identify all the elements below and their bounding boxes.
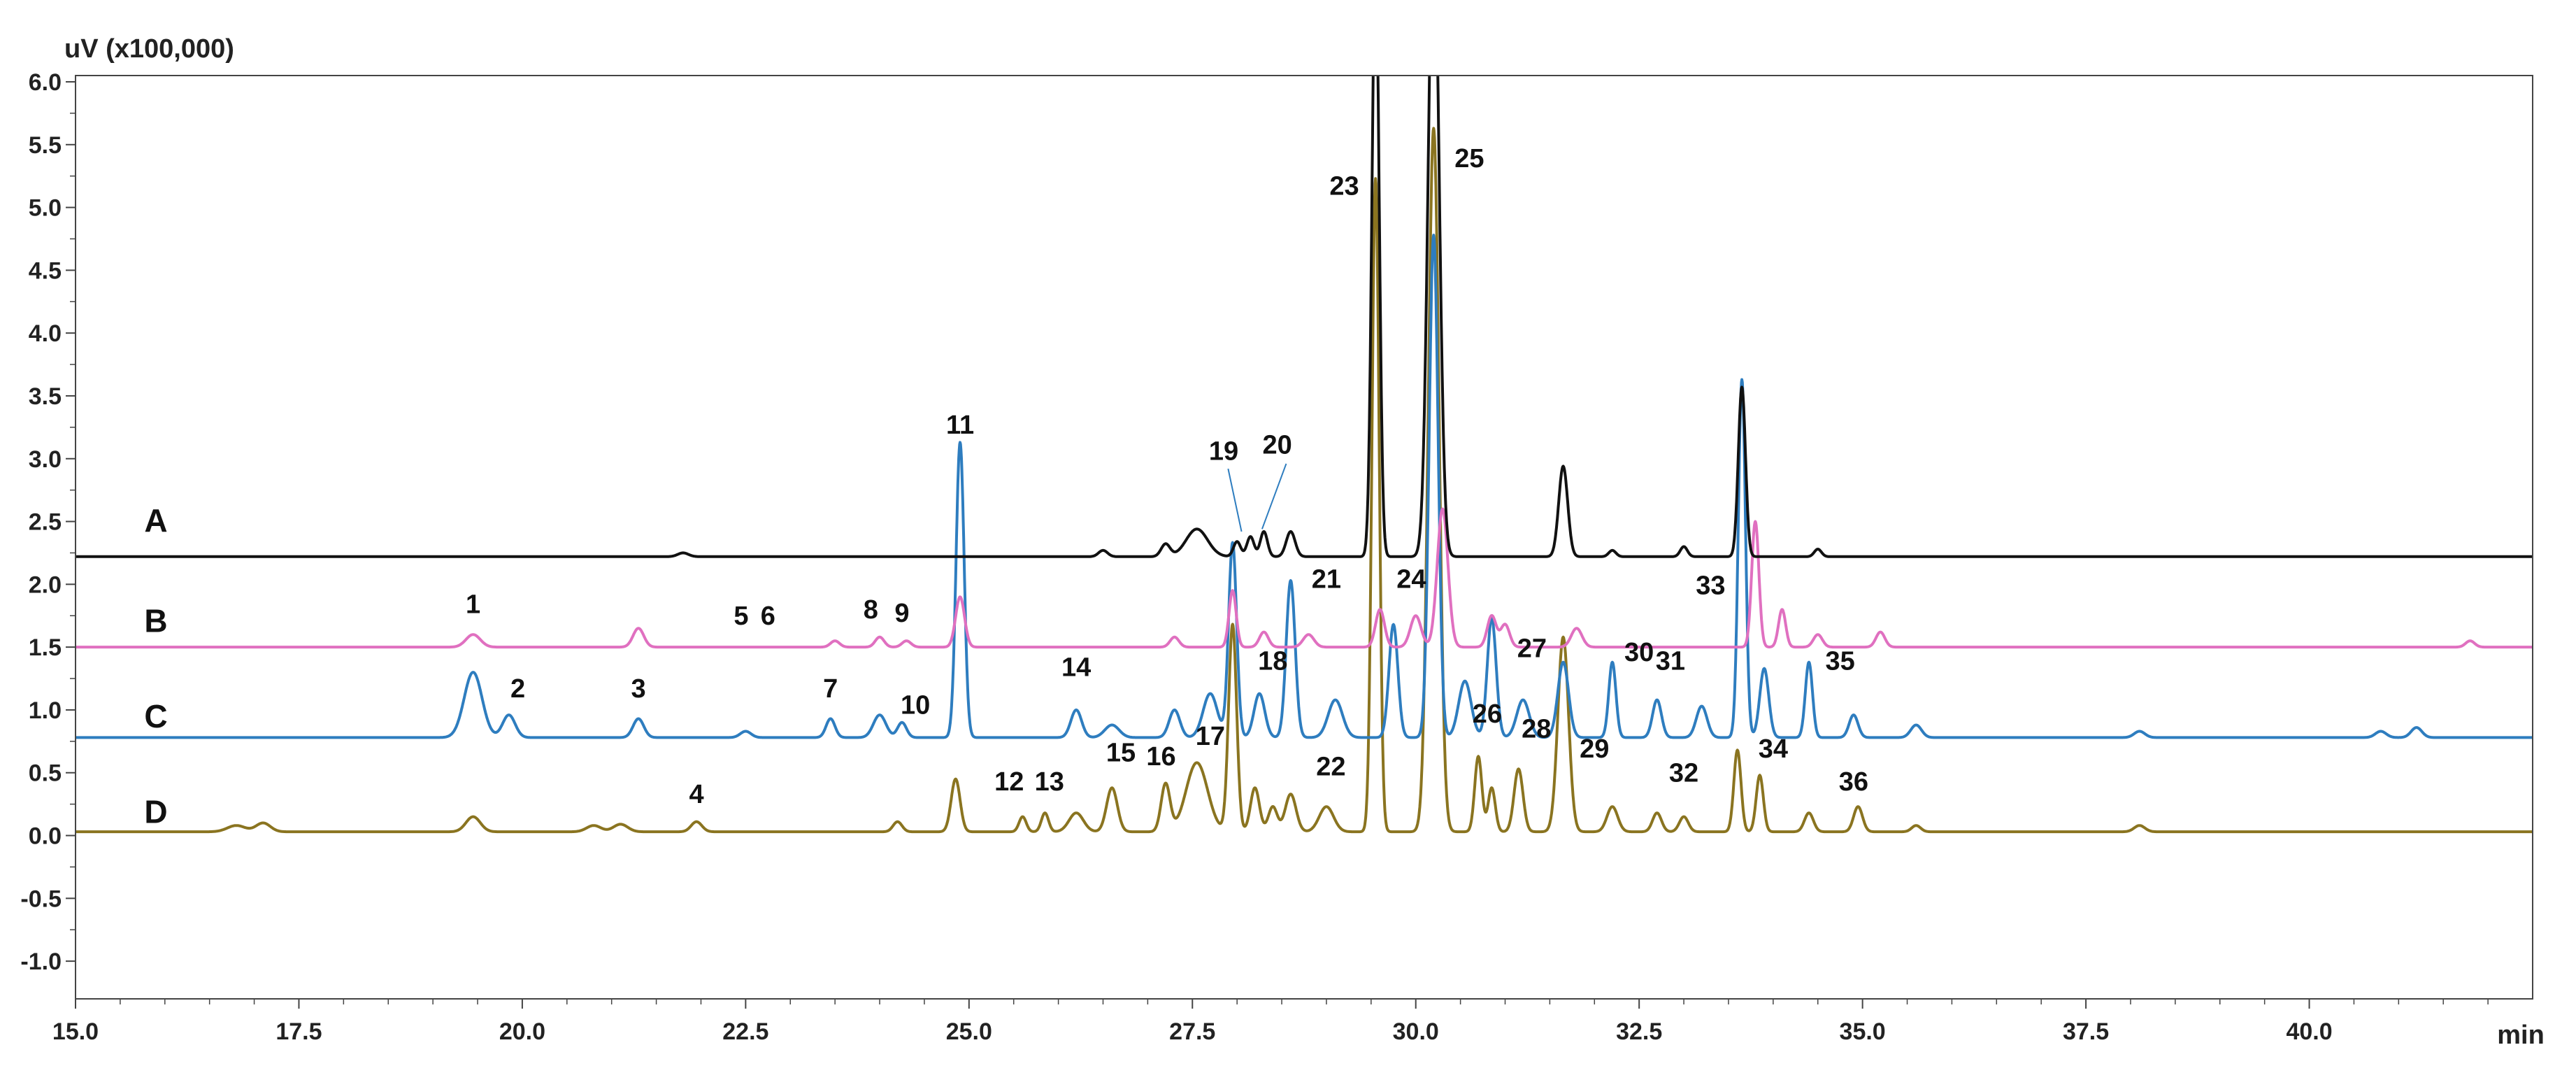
y-tick-label: 2.0 (29, 571, 62, 598)
peak-leader-line (1227, 468, 1243, 532)
y-tick-label: 6.0 (29, 69, 62, 96)
peak-label: 35 (1826, 646, 1855, 676)
trace-label-B: B (144, 603, 167, 639)
y-tick-label: 4.5 (29, 257, 62, 284)
y-tick-label: -0.5 (20, 886, 62, 912)
peak-label: 2 (510, 674, 525, 704)
peak-label: 27 (1517, 634, 1547, 664)
trace-label-C: C (144, 698, 167, 734)
x-axis-title: min (2497, 1021, 2545, 1050)
peak-label: 12 (994, 767, 1024, 797)
y-tick-label: 1.5 (29, 634, 62, 661)
peak-label: 30 (1624, 638, 1654, 667)
x-tick-label: 22.5 (722, 1018, 768, 1045)
x-tick-label: 17.5 (276, 1018, 322, 1045)
peak-leader-line (1261, 463, 1287, 530)
peak-label: 19 (1209, 437, 1238, 467)
trace-A (76, 76, 2533, 558)
x-tick-label: 35.0 (1840, 1018, 1886, 1045)
peak-label: 17 (1196, 722, 1225, 751)
peak-label: 11 (946, 411, 974, 440)
peak-label: 29 (1580, 734, 1609, 764)
y-tick-label: 4.0 (29, 320, 62, 347)
peak-label: 9 (894, 599, 909, 628)
y-tick-label: -1.0 (20, 948, 62, 975)
trace-B (76, 507, 2533, 649)
peak-label: 32 (1669, 758, 1698, 788)
plot-frame (75, 75, 2533, 1000)
y-tick-label: 3.0 (29, 446, 62, 473)
peak-label: 22 (1316, 752, 1345, 781)
peak-label: 34 (1759, 734, 1788, 764)
peak-label: 25 (1454, 144, 1484, 173)
peak-label: 8 (864, 595, 878, 625)
peak-label: 36 (1839, 767, 1868, 797)
peak-label: 31 (1656, 646, 1685, 676)
peak-label: 18 (1258, 646, 1287, 676)
peak-label: 20 (1263, 431, 1292, 460)
peak-label: 33 (1696, 571, 1725, 601)
trace-group (76, 76, 2533, 834)
peak-label: 26 (1473, 699, 1502, 729)
y-tick-label: 1.0 (29, 697, 62, 724)
peak-label: 4 (689, 780, 704, 809)
trace-label-A: A (144, 502, 167, 539)
peak-label: 15 (1106, 739, 1136, 768)
trace-label-D: D (144, 794, 167, 830)
x-axis: 15.0 17.5 20.0 22.5 25.0 27.5 30.0 32.5 35.0 37.5… (52, 999, 2489, 1045)
y-tick-label: 2.5 (29, 509, 62, 536)
peak-label: 21 (1312, 565, 1341, 595)
trace-C (76, 234, 2533, 739)
peak-label: 3 (631, 674, 645, 704)
x-tick-label: 15.0 (52, 1018, 99, 1045)
x-tick-label: 20.0 (499, 1018, 545, 1045)
y-tick-label: 5.5 (29, 132, 62, 159)
peak-label: 7 (823, 674, 838, 704)
peak-label: 6 (761, 602, 775, 631)
x-tick-label: 30.0 (1393, 1018, 1439, 1045)
peak-label: 13 (1035, 767, 1064, 797)
trace-D (76, 127, 2533, 834)
peak-label: 24 (1396, 565, 1426, 595)
y-axis: 6.0 5.5 5.0 4.5 4.0 3.5 3.0 2.5 2.0 1.5 1.0 0.5 0.0 -… (20, 69, 76, 975)
y-tick-label: 5.0 (29, 195, 62, 222)
y-tick-label: 0.5 (29, 760, 62, 787)
peak-label: 14 (1061, 653, 1091, 682)
peak-label: 10 (901, 690, 930, 720)
y-tick-label: 0.0 (29, 823, 62, 850)
peak-label: 1 (466, 590, 480, 620)
trace-label-group: A B C D (144, 502, 167, 830)
leader-line-group (1227, 463, 1287, 532)
peak-label: 5 (734, 602, 748, 631)
x-tick-label: 27.5 (1169, 1018, 1215, 1045)
x-tick-label: 37.5 (2063, 1018, 2109, 1045)
peak-label: 23 (1329, 172, 1359, 201)
x-tick-label: 40.0 (2286, 1018, 2332, 1045)
peak-label: 16 (1146, 742, 1175, 772)
y-axis-title: uV (x100,000) (64, 34, 234, 64)
y-tick-label: 3.5 (29, 383, 62, 410)
x-tick-label: 32.5 (1616, 1018, 1662, 1045)
peak-label: 28 (1522, 714, 1551, 744)
x-tick-label: 25.0 (946, 1018, 992, 1045)
